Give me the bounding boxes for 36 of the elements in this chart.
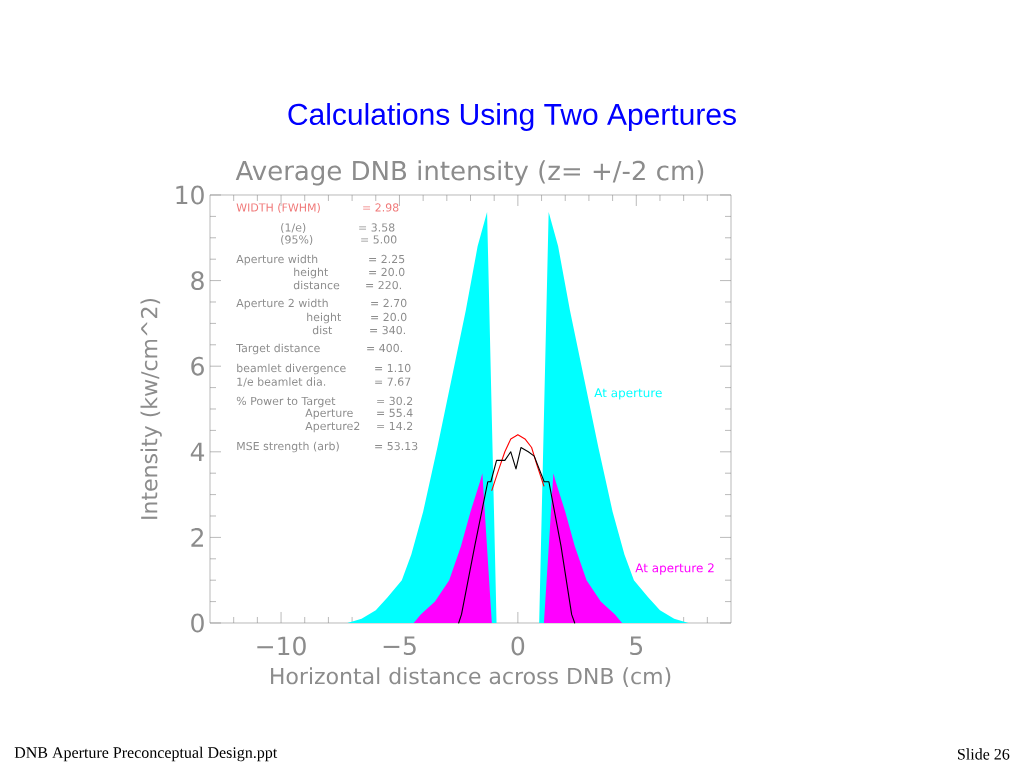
- annotation: height = 20.0: [307, 312, 407, 324]
- y-tick-label: 0: [191, 613, 204, 633]
- text: Target distance = 400.: [236, 343, 402, 355]
- line-series: [491, 434, 545, 491]
- y-tick-label: 8: [191, 271, 204, 291]
- annotation: height = 20.0: [294, 267, 405, 279]
- text: (1/e) = 3.58: [281, 223, 395, 233]
- text: At aperture 2: [635, 563, 714, 575]
- annotation: Aperture 2 width = 2.70: [236, 298, 407, 310]
- annotation: dist = 340.: [312, 325, 405, 335]
- text: Slide 26: [957, 748, 1010, 760]
- y-tick-label: 2: [191, 528, 203, 547]
- y-tick-label: 6: [191, 356, 204, 376]
- annotation: MSE strength (arb) = 53.13: [237, 441, 418, 453]
- x-tick-label: −10: [257, 636, 306, 656]
- text: DNB Aperture Preconceptual Design.ppt: [14, 746, 278, 762]
- series-label: At aperture: [594, 388, 662, 400]
- annotation: % Power to Target = 30.2: [236, 396, 413, 408]
- y-tick-label: 10: [176, 185, 204, 205]
- chart-title: Calculations Using Two Apertures: [288, 103, 736, 131]
- x-axis-title: Horizontal distance across DNB (cm): [271, 667, 671, 687]
- y-tick-label: 4: [190, 442, 205, 461]
- text: (95%) = 5.00: [281, 235, 397, 245]
- annotation: beamlet divergence = 1.10: [237, 363, 411, 375]
- x-tick-label: −5: [383, 636, 416, 656]
- chart-subtitle: Average DNB intensity (z= +/-2 cm): [235, 160, 704, 186]
- text: Aperture width = 2.25: [236, 254, 405, 266]
- line-series: [458, 446, 576, 624]
- annotation: Aperture = 55.4: [305, 408, 413, 420]
- x-tick-label: 0: [511, 636, 525, 656]
- annotation: WIDTH (FWHM) = 2.98: [236, 203, 399, 213]
- y-axis-title: Intensity (kw/cm^2): [140, 298, 162, 519]
- annotation: distance = 220.: [293, 280, 402, 290]
- annotation: Aperture2 = 14.2: [305, 421, 413, 433]
- text: 1/e beamlet dia. = 7.67: [237, 377, 411, 387]
- x-tick-label: 5: [630, 636, 643, 656]
